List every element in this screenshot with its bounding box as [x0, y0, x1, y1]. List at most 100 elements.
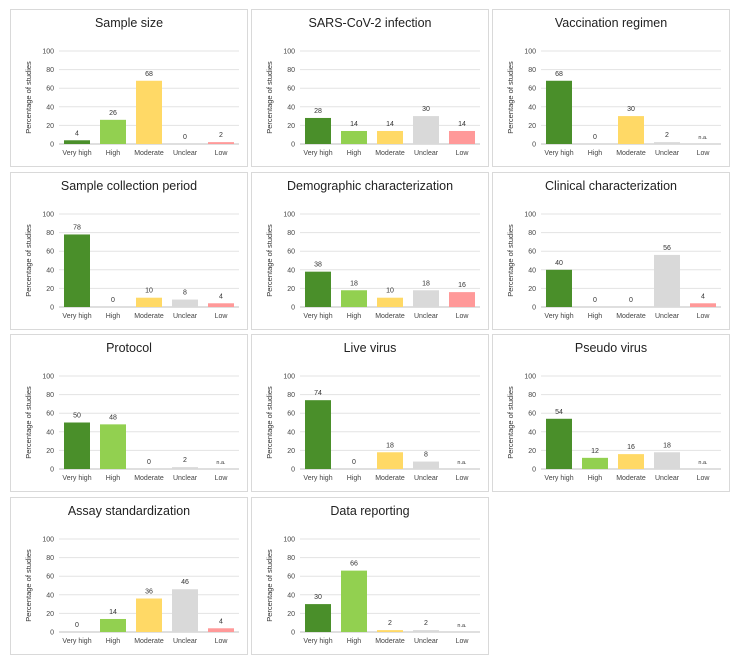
x-tick-label: Low — [215, 150, 229, 157]
y-axis-label: Percentage of studies — [24, 61, 33, 134]
data-label: 0 — [147, 459, 151, 466]
bar-moderate — [136, 598, 162, 632]
data-label: 4 — [701, 293, 705, 300]
x-tick-label: Low — [456, 313, 470, 320]
x-tick-label: Very high — [303, 638, 332, 645]
data-label: 2 — [665, 132, 669, 139]
y-axis-label: Percentage of studies — [265, 549, 274, 622]
bar-high — [341, 570, 367, 632]
data-label: n.a. — [457, 623, 467, 629]
x-tick-label: Unclear — [173, 638, 198, 645]
y-tick-label: 80 — [46, 392, 54, 399]
x-tick-label: Very high — [303, 475, 332, 482]
chart-title: Pseudo virus — [574, 341, 648, 355]
x-tick-label: Moderate — [134, 475, 164, 482]
bar-very-high — [64, 422, 90, 469]
x-tick-label: High — [347, 150, 362, 157]
data-label: 8 — [424, 452, 428, 459]
data-label: n.a. — [457, 460, 467, 466]
bar-moderate — [618, 116, 644, 144]
bar-high — [100, 119, 126, 144]
x-tick-label: Low — [456, 150, 470, 157]
x-tick-label: Moderate — [134, 313, 164, 320]
bar-very-high — [305, 604, 331, 632]
data-label: 0 — [352, 459, 356, 466]
data-label: 0 — [629, 297, 633, 304]
y-axis-label: Percentage of studies — [24, 386, 33, 459]
y-tick-label: 80 — [287, 67, 295, 74]
x-tick-label: Very high — [62, 638, 91, 645]
x-tick-label: Moderate — [375, 313, 405, 320]
bar-high — [341, 130, 367, 144]
data-label: 54 — [555, 409, 563, 416]
bar-unclear — [654, 142, 680, 144]
data-label: 10 — [145, 288, 153, 295]
data-label: 4 — [219, 618, 223, 625]
bar-low — [208, 303, 234, 307]
data-label: 38 — [314, 262, 322, 269]
bar-unclear — [654, 452, 680, 469]
data-label: 0 — [593, 134, 597, 141]
y-tick-label: 0 — [532, 467, 536, 474]
chart-svg: 0 20 40 60 80 100 Percentage of studies 0 Very h… — [24, 537, 239, 645]
x-tick-label: High — [106, 638, 121, 645]
x-tick-label: Low — [456, 475, 470, 482]
bar-unclear — [413, 461, 439, 469]
x-tick-label: Moderate — [616, 150, 646, 157]
data-label: 56 — [663, 245, 671, 252]
data-label: 2 — [388, 620, 392, 627]
bar-unclear — [413, 116, 439, 144]
data-label: 0 — [183, 134, 187, 141]
data-label: 30 — [627, 106, 635, 113]
data-label: 16 — [458, 282, 466, 289]
x-tick-label: Unclear — [414, 638, 439, 645]
y-tick-label: 100 — [42, 374, 54, 381]
data-label: 0 — [111, 297, 115, 304]
y-axis-label: Percentage of studies — [24, 549, 33, 622]
x-tick-label: High — [347, 638, 362, 645]
data-label: 66 — [350, 561, 358, 568]
data-label: 0 — [75, 622, 79, 629]
y-tick-label: 80 — [287, 555, 295, 562]
y-tick-label: 20 — [528, 286, 536, 293]
bar-moderate — [136, 297, 162, 307]
y-tick-label: 100 — [42, 537, 54, 544]
bar-very-high — [305, 400, 331, 469]
data-label: 36 — [145, 589, 153, 596]
chart-panel: Protocol 0 20 40 60 80 100 Percentage of studie… — [10, 334, 248, 492]
x-tick-label: High — [106, 475, 121, 482]
data-label: 4 — [75, 130, 79, 137]
y-tick-label: 60 — [287, 86, 295, 93]
bar-moderate — [377, 130, 403, 144]
data-label: 14 — [458, 121, 466, 128]
x-tick-label: High — [588, 313, 603, 320]
bar-unclear — [413, 630, 439, 632]
y-tick-label: 20 — [287, 123, 295, 130]
data-label: 2 — [219, 132, 223, 139]
x-tick-label: Moderate — [375, 150, 405, 157]
y-axis-label: Percentage of studies — [506, 386, 515, 459]
x-tick-label: Moderate — [134, 638, 164, 645]
data-label: 12 — [591, 448, 599, 455]
x-tick-label: Very high — [544, 313, 573, 320]
chart-title: SARS-CoV-2 infection — [308, 16, 432, 30]
chart-svg: 0 20 40 60 80 100 Percentage of studies 30 Very … — [265, 537, 480, 645]
bar-unclear — [654, 254, 680, 307]
y-tick-label: 0 — [291, 467, 295, 474]
bar-high — [582, 457, 608, 469]
x-tick-label: Low — [215, 638, 229, 645]
data-label: 14 — [350, 121, 358, 128]
y-tick-label: 60 — [46, 86, 54, 93]
y-tick-label: 80 — [528, 67, 536, 74]
bar-high — [100, 424, 126, 469]
bar-very-high — [305, 271, 331, 307]
chart-title: Sample collection period — [60, 179, 198, 193]
bar-low — [208, 628, 234, 632]
data-label: 18 — [386, 442, 394, 449]
bar-very-high — [305, 117, 331, 144]
y-tick-label: 20 — [528, 123, 536, 130]
bar-moderate — [377, 452, 403, 469]
